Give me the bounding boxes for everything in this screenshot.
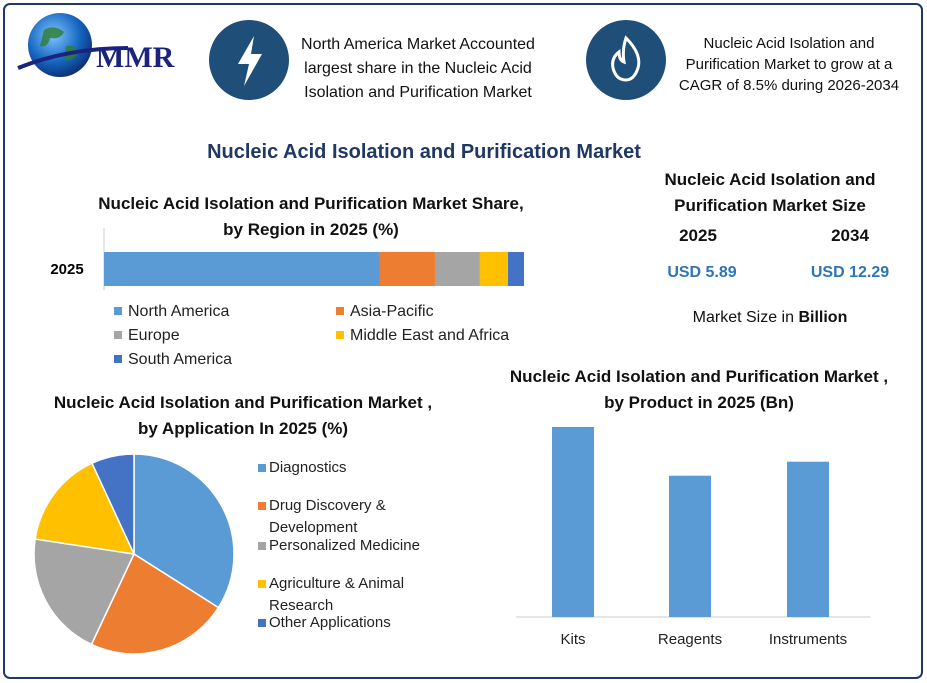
icon-bolt <box>209 20 289 100</box>
unit: Billion <box>798 309 848 326</box>
legend-swatch <box>336 307 344 315</box>
legend-label: Drug Discovery & Development <box>269 497 386 536</box>
bar <box>787 461 829 617</box>
bar-segment <box>479 252 509 286</box>
legend-swatch <box>258 580 266 588</box>
pie-slice <box>33 538 136 646</box>
x-tick-label: Instruments <box>769 631 847 648</box>
legend-label: Asia-Pacific <box>350 303 434 320</box>
category-label: 2025 <box>50 261 83 278</box>
legend-swatch <box>258 464 266 472</box>
bar <box>669 475 711 617</box>
logo: MMR <box>17 13 175 77</box>
header-box-1: North America Market Accounted largest s… <box>301 36 535 101</box>
legend-item: Agriculture & Animal Research <box>258 573 444 617</box>
legend-label: Other Applications <box>269 614 391 631</box>
legend-swatch <box>258 502 266 510</box>
legend-label: North America <box>128 303 229 320</box>
icon-flame <box>586 20 666 100</box>
header-box-2: Nucleic Acid Isolation and Purification … <box>678 35 900 94</box>
legend-item: Personalized Medicine <box>258 535 444 557</box>
legend-swatch <box>258 542 266 550</box>
bar-segment <box>104 252 380 286</box>
legend-label: Diagnostics <box>269 459 347 476</box>
market-size-title: Nucleic Acid Isolation and Purification … <box>664 170 876 215</box>
logo-text: MMR <box>96 41 175 74</box>
pie-slice <box>90 552 220 655</box>
legend-label: Personalized Medicine <box>269 537 420 554</box>
legend-label: Europe <box>128 327 180 344</box>
market-value: USD 5.89 <box>667 264 737 281</box>
market-value: USD 12.29 <box>810 264 890 281</box>
legend-label: Middle East and Africa <box>350 327 509 344</box>
pie-slice <box>90 453 135 555</box>
legend-label: Agriculture & Animal Research <box>269 575 405 614</box>
legend-swatch <box>114 355 122 363</box>
frame <box>3 3 923 679</box>
legend-swatch <box>114 331 122 339</box>
bar-segment <box>434 252 480 286</box>
note: Market Size in <box>692 309 795 326</box>
legend-item: Drug Discovery & Development <box>258 495 444 539</box>
legend-swatch <box>258 619 266 627</box>
bar-segment <box>379 252 435 286</box>
chart-title: Nucleic Acid Isolation and Purification … <box>98 194 524 239</box>
legend-swatch <box>114 307 122 315</box>
legend-swatch <box>336 331 344 339</box>
main-title: Nucleic Acid Isolation and Purification … <box>207 141 641 163</box>
legend-item: Diagnostics <box>258 457 444 479</box>
year: 2034 <box>831 226 869 245</box>
market-note: Market Size in Billion <box>640 309 900 327</box>
x-tick-label: Reagents <box>658 631 722 648</box>
chart-title: Nucleic Acid Isolation and Purification … <box>509 367 889 412</box>
x-tick-label: Kits <box>560 631 585 648</box>
bar <box>552 427 594 617</box>
bar-segment <box>508 252 524 286</box>
chart-title: Nucleic Acid Isolation and Purification … <box>53 393 433 438</box>
year: 2025 <box>679 226 717 245</box>
legend-label: South America <box>128 351 232 368</box>
pie-slice <box>34 462 136 555</box>
legend-item: Other Applications <box>258 612 444 634</box>
